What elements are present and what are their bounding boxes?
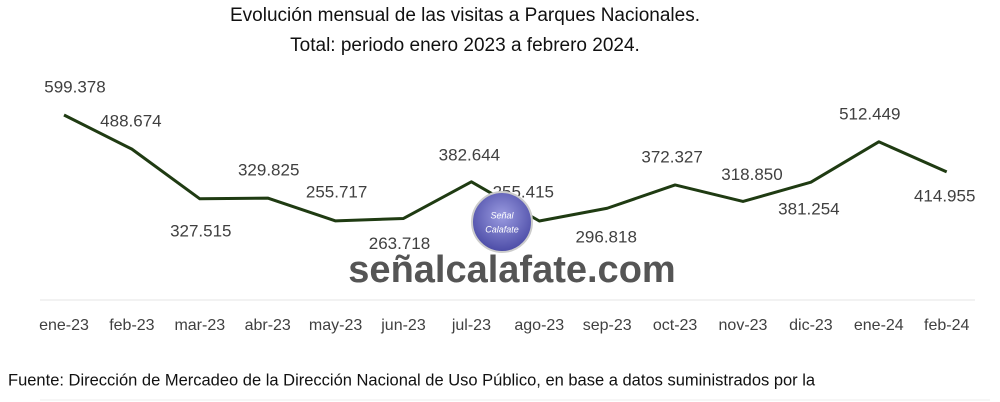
data-label: 329.825 xyxy=(238,161,299,180)
x-tick-label: ago-23 xyxy=(514,317,564,334)
data-label: 296.818 xyxy=(575,228,636,247)
data-label: 599.378 xyxy=(44,77,105,96)
x-tick-label: abr-23 xyxy=(245,317,291,334)
x-tick-label: ene-23 xyxy=(39,317,89,334)
data-label: 255.717 xyxy=(306,182,367,201)
data-label: 372.327 xyxy=(641,147,702,166)
x-tick-label: oct-23 xyxy=(653,317,698,334)
logo xyxy=(471,191,533,253)
data-label: 318.850 xyxy=(721,165,782,184)
data-label: 488.674 xyxy=(100,112,161,131)
logo-text: Calafate xyxy=(485,224,519,234)
watermark: señalcalafate.com xyxy=(348,249,675,291)
x-tick-label: nov-23 xyxy=(719,317,768,334)
x-tick-label: feb-24 xyxy=(924,317,969,334)
chart-subtitle: Total: periodo enero 2023 a febrero 2024… xyxy=(290,35,640,56)
plot: 599.378 488.674 327.515 329.825 255.717 263.7… xyxy=(39,77,975,334)
x-tick-label: jul-23 xyxy=(451,317,491,334)
data-label: 263.718 xyxy=(369,234,430,253)
data-label: 327.515 xyxy=(170,221,231,240)
data-label: 414.955 xyxy=(914,186,975,205)
x-tick-label: ene-24 xyxy=(854,317,904,334)
x-tick-label: may-23 xyxy=(309,317,362,334)
x-tick-label: jun-23 xyxy=(380,317,426,334)
source-note: Fuente: Dirección de Mercadeo de la Dire… xyxy=(8,371,816,389)
data-label: 381.254 xyxy=(778,200,839,219)
x-tick-label: mar-23 xyxy=(174,317,225,334)
chart-title: Evolución mensual de las visitas a Parqu… xyxy=(230,5,700,26)
logo-text: Señal xyxy=(490,210,514,220)
data-label: 382.644 xyxy=(439,145,500,164)
x-tick-label: feb-23 xyxy=(109,317,154,334)
data-label: 512.449 xyxy=(839,104,900,123)
x-tick-label: sep-23 xyxy=(583,317,632,334)
x-tick-label: dic-23 xyxy=(789,317,833,334)
